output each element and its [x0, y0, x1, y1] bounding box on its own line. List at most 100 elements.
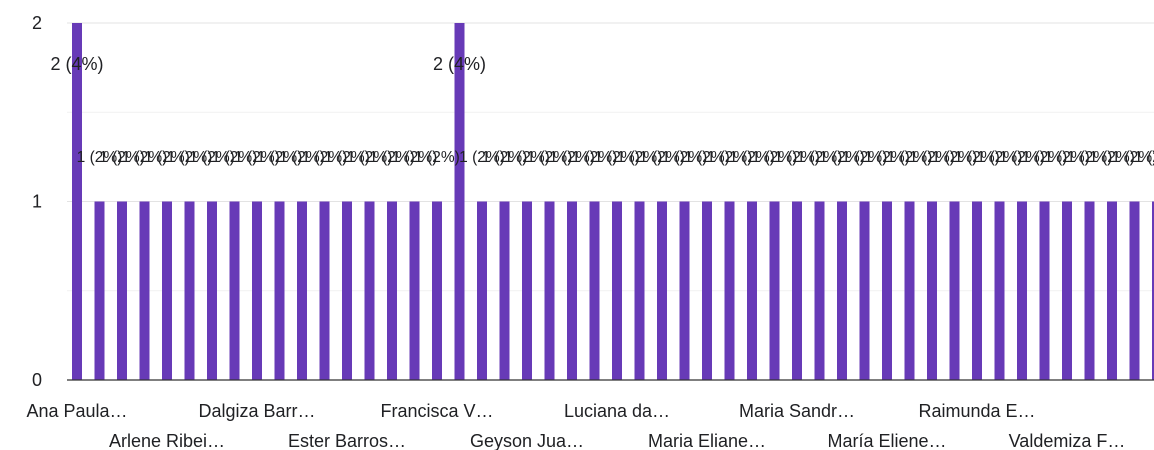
- data-label: 1 (2%): [234, 149, 280, 166]
- bar: [994, 201, 1005, 380]
- data-label: 1 (2%): [414, 149, 460, 166]
- bar: [1084, 201, 1095, 380]
- data-label: 1 (2%): [392, 149, 438, 166]
- bar: [544, 201, 555, 380]
- bar: [477, 201, 487, 380]
- data-label: 1 (2%): [482, 149, 528, 166]
- data-label: 1 (2%): [932, 149, 978, 166]
- bar: [904, 201, 915, 380]
- bar: [184, 201, 195, 380]
- x-tick-label: Francisca V…: [380, 401, 493, 421]
- bar: [859, 201, 870, 380]
- data-label: 1 (2%): [189, 149, 235, 166]
- data-label: 1 (2%): [999, 149, 1045, 166]
- bar: [724, 201, 735, 380]
- y-axis-ticks: 0 1 2: [32, 13, 42, 390]
- bars: [72, 23, 1154, 380]
- bar: [409, 201, 420, 380]
- bar: [612, 201, 622, 380]
- data-label: 1 (2%): [1089, 149, 1135, 166]
- x-tick-label: Luciana da…: [564, 401, 670, 421]
- bar: [342, 201, 352, 380]
- data-label: 1 (2%): [167, 149, 213, 166]
- data-label: 1 (2%): [99, 149, 145, 166]
- x-axis-ticks: Ana Paula… Arlene Ribei… Dalgiza Barr… Este…: [26, 401, 1125, 450]
- x-tick-label: Geyson Jua…: [470, 431, 584, 450]
- data-label: 1 (2%): [347, 149, 393, 166]
- data-label: 1 (2%): [144, 149, 190, 166]
- data-label: 1 (2%): [639, 149, 685, 166]
- x-tick-label: Valdemiza F…: [1009, 431, 1126, 450]
- data-label: 1 (2%): [1067, 149, 1113, 166]
- bar: [679, 201, 690, 380]
- bar: [162, 201, 172, 380]
- data-label: 1 (2%): [662, 149, 708, 166]
- data-label: 1 (2%): [752, 149, 798, 166]
- bar: [432, 201, 442, 380]
- bar: [589, 201, 600, 380]
- bar: [972, 201, 982, 380]
- data-label: 1 (2%): [302, 149, 348, 166]
- bar: [72, 23, 82, 380]
- data-label: 1 (2%): [797, 149, 843, 166]
- bar: [769, 201, 780, 380]
- data-label: 1 (2%): [774, 149, 820, 166]
- data-label: 1 (2%): [212, 149, 258, 166]
- data-label: 1 (2%): [504, 149, 550, 166]
- bar: [927, 201, 937, 380]
- data-label: 1 (2%): [887, 149, 933, 166]
- data-label: 1 (2%): [1134, 149, 1154, 166]
- bar: [139, 201, 150, 380]
- data-label: 1 (2%): [122, 149, 168, 166]
- bar: [499, 201, 510, 380]
- bar: [387, 201, 397, 380]
- data-label: 1 (2%): [684, 149, 730, 166]
- bar: [567, 201, 577, 380]
- bar: [882, 201, 892, 380]
- y-tick-label: 1: [32, 192, 42, 212]
- data-label: 1 (2%): [1112, 149, 1154, 166]
- bar: [274, 201, 285, 380]
- data-label: 1 (2%): [324, 149, 370, 166]
- x-tick-label: Arlene Ribei…: [109, 431, 225, 450]
- data-label: 1 (2%): [1044, 149, 1090, 166]
- bar: [454, 23, 465, 380]
- bar: [1062, 201, 1072, 380]
- y-tick-label: 2: [32, 13, 42, 33]
- bar: [117, 201, 127, 380]
- data-label: 1 (2%): [257, 149, 303, 166]
- data-label: 1 (2%): [572, 149, 618, 166]
- bar: [1017, 201, 1027, 380]
- bar: [657, 201, 667, 380]
- data-label: 1 (2%): [729, 149, 775, 166]
- data-labels: 2 (4%)1 (2%)1 (2%)1 (2%)1 (2%)1 (2%)1 (2…: [50, 54, 1154, 166]
- data-label: 1 (2%): [819, 149, 865, 166]
- data-label: 1 (2%): [954, 149, 1000, 166]
- bar: [522, 201, 532, 380]
- bar: [319, 201, 330, 380]
- data-label: 1 (2%): [707, 149, 753, 166]
- x-tick-label: Raimunda E…: [918, 401, 1035, 421]
- bar: [702, 201, 712, 380]
- data-label: 1 (2%): [1022, 149, 1068, 166]
- bar: [634, 201, 645, 380]
- bar: [252, 201, 262, 380]
- x-tick-label: Maria Eliane…: [648, 431, 766, 450]
- bar: [1107, 201, 1117, 380]
- data-label: 2 (4%): [433, 54, 486, 74]
- bar: [1152, 201, 1154, 380]
- data-label: 1 (2%): [617, 149, 663, 166]
- data-label: 1 (2%): [549, 149, 595, 166]
- bar: [814, 201, 825, 380]
- data-label: 1 (2%): [369, 149, 415, 166]
- x-tick-label: Dalgiza Barr…: [198, 401, 315, 421]
- bar: [949, 201, 960, 380]
- bar: [207, 201, 217, 380]
- data-label: 1 (2%): [909, 149, 955, 166]
- data-label: 1 (2%): [459, 149, 505, 166]
- bar: [747, 201, 757, 380]
- x-tick-label: Ester Barros…: [288, 431, 406, 450]
- data-label: 1 (2%): [527, 149, 573, 166]
- bar: [1039, 201, 1050, 380]
